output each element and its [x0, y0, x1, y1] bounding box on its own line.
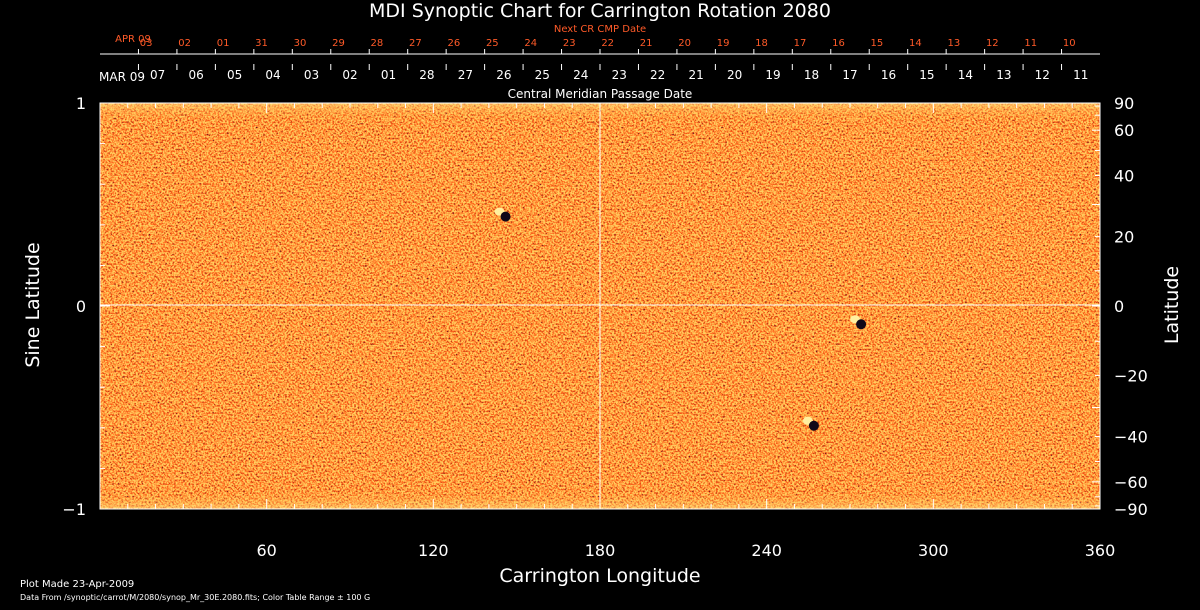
cmp-date-label: 23 [612, 68, 627, 82]
next-cr-date-label: 10 [1063, 38, 1076, 49]
plot-made-note: Plot Made 23-Apr-2009 [20, 579, 135, 590]
y-tick-label-right: −60 [1114, 473, 1148, 492]
y-tick-label-right: 90 [1114, 94, 1134, 113]
y-tick-label-right: 40 [1114, 167, 1134, 186]
cmp-month-label: MAR 09 [99, 70, 145, 84]
y-tick-label-right: 60 [1114, 121, 1134, 140]
data-source-note: Data From /synoptic/carrot/M/2080/synop_… [20, 593, 371, 602]
cmp-date-label: 17 [842, 68, 857, 82]
next-cr-date-label: 14 [909, 38, 922, 49]
x-tick-label: 120 [418, 541, 449, 560]
next-cr-date-label: 16 [832, 38, 845, 49]
next-cr-month-label: APR 09 [115, 34, 151, 45]
active-region [802, 416, 819, 431]
next-cr-date-label: 20 [678, 38, 691, 49]
cmp-date-label: 16 [881, 68, 896, 82]
next-cr-date-label: 31 [255, 38, 268, 49]
cmp-date-label: 05 [227, 68, 242, 82]
cmp-date-label: 22 [650, 68, 665, 82]
next-cr-date-label: 18 [755, 38, 768, 49]
cmp-date-label: 27 [458, 68, 473, 82]
next-cr-date-label: 25 [486, 38, 499, 49]
cmp-date-label: 06 [189, 68, 204, 82]
cmp-date-label: 28 [419, 68, 434, 82]
next-cr-date-label: 01 [217, 38, 230, 49]
cmp-date-label: 20 [727, 68, 742, 82]
cmp-date-label: 19 [765, 68, 780, 82]
x-axis: 60 120 180 240 300 360 [127, 103, 1116, 560]
next-cr-date-label: 02 [178, 38, 191, 49]
x-tick-label: 60 [256, 541, 276, 560]
next-cr-date-label: 12 [986, 38, 999, 49]
next-cr-date-label: 28 [371, 38, 384, 49]
cmp-date-label: 13 [996, 68, 1011, 82]
next-cr-date-label: 27 [409, 38, 422, 49]
active-regions [494, 207, 867, 431]
next-cr-date-label: 24 [524, 38, 537, 49]
next-cr-date-label: 22 [601, 38, 614, 49]
x-axis-title: Carrington Longitude [499, 565, 700, 587]
cmp-date-label: 03 [304, 68, 319, 82]
x-tick-label: 240 [751, 541, 782, 560]
top-axis-title: Central Meridian Passage Date [508, 87, 693, 101]
y-tick-label-right: −20 [1114, 366, 1148, 385]
cmp-date-label: 11 [1073, 68, 1088, 82]
next-cr-date-label: 03 [140, 38, 153, 49]
y-axis-left: −1 0 1 [62, 94, 110, 519]
cmp-date-labels: 07 06 05 04 03 02 01 28 27 26 25 24 23 22 21 20 19 18 17 16… [137, 64, 1088, 82]
cmp-date-label: 15 [919, 68, 934, 82]
cmp-date-label: 01 [381, 68, 396, 82]
x-tick-label: 180 [585, 541, 616, 560]
y-tick-label-left: 0 [76, 297, 86, 316]
next-cr-date-label: 29 [332, 38, 345, 49]
y-tick-label-right: 0 [1114, 297, 1124, 316]
next-cr-date-label: 15 [871, 38, 884, 49]
y-tick-label-left: 1 [76, 94, 86, 113]
active-region [850, 315, 867, 330]
cmp-date-label: 25 [535, 68, 550, 82]
next-cr-date-label: 30 [294, 38, 307, 49]
negative-polarity-spot [856, 319, 867, 330]
x-tick-label: 300 [918, 541, 949, 560]
y-axis-left-title: Sine Latitude [22, 242, 44, 367]
next-cr-date-label: 19 [717, 38, 730, 49]
next-cr-label: Next CR CMP Date [554, 24, 646, 35]
cmp-date-label: 07 [150, 68, 165, 82]
x-tick-label: 360 [1085, 541, 1116, 560]
y-tick-label-right: 20 [1114, 228, 1134, 247]
cmp-date-label: 04 [265, 68, 280, 82]
chart-title: MDI Synoptic Chart for Carrington Rotati… [369, 0, 831, 22]
next-cr-date-label: 13 [947, 38, 960, 49]
y-axis-right-title: Latitude [1161, 266, 1183, 344]
negative-polarity-spot [500, 211, 511, 222]
active-region [494, 207, 511, 222]
next-cr-date-label: 26 [447, 38, 460, 49]
y-axis-right: −90 −60 −40 −20 0 20 40 60 90 [1092, 94, 1148, 519]
y-tick-label-right: −40 [1114, 427, 1148, 446]
cmp-date-label: 24 [573, 68, 588, 82]
cmp-date-label: 21 [689, 68, 704, 82]
next-cr-date-labels: 03 02 01 31 30 29 28 27 26 25 24 23 22 21 20 19 18 17 16 15… [137, 38, 1076, 54]
next-cr-date-label: 21 [640, 38, 653, 49]
next-cr-date-label: 11 [1024, 38, 1037, 49]
y-tick-label-left: −1 [62, 500, 86, 519]
cmp-date-label: 14 [958, 68, 973, 82]
negative-polarity-spot [808, 420, 819, 431]
y-tick-label-right: −90 [1114, 500, 1148, 519]
cmp-date-label: 26 [496, 68, 511, 82]
next-cr-date-label: 23 [563, 38, 576, 49]
cmp-date-label: 18 [804, 68, 819, 82]
cmp-date-label: 02 [342, 68, 357, 82]
cmp-date-label: 12 [1035, 68, 1050, 82]
next-cr-date-label: 17 [794, 38, 807, 49]
